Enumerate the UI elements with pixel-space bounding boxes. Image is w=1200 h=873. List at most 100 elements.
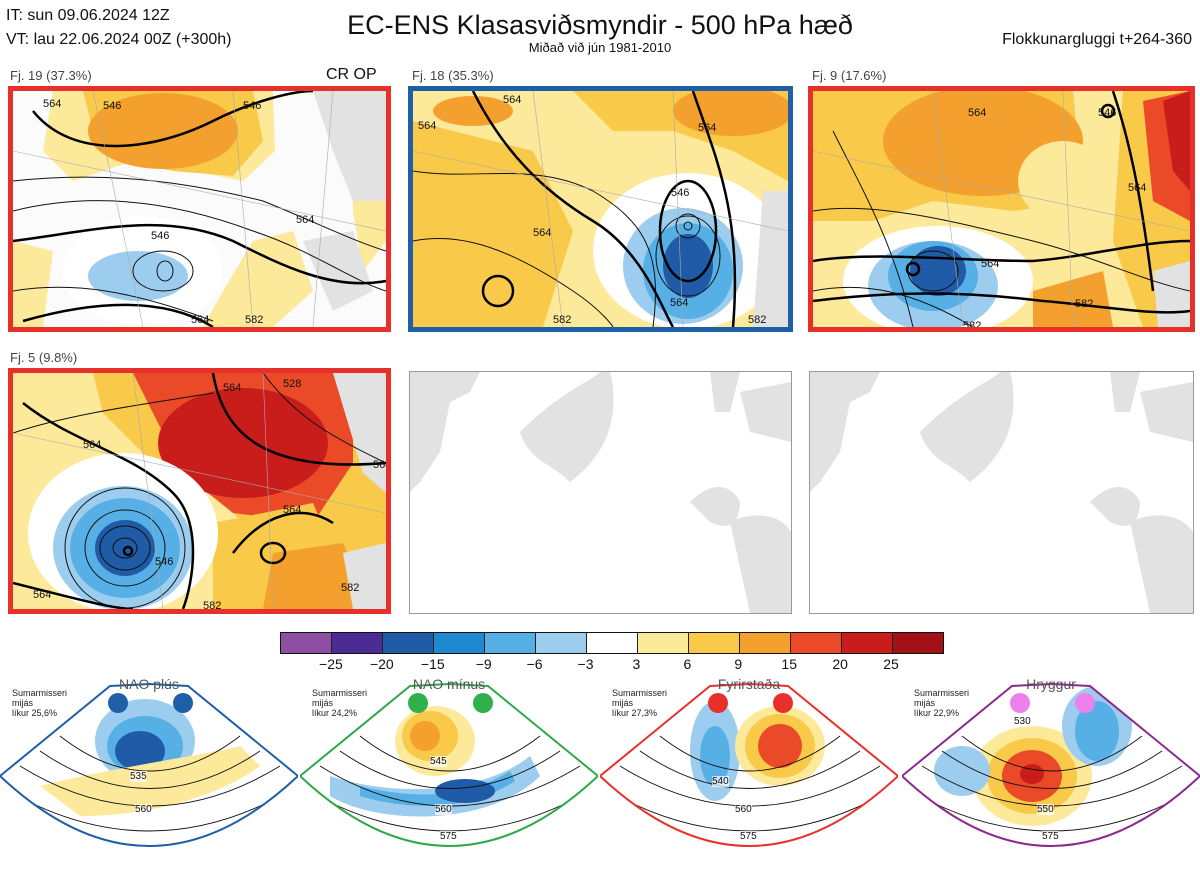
classification-window: Flokkunargluggi t+264-360 bbox=[1002, 31, 1192, 48]
contour-label: 564 bbox=[1128, 182, 1146, 194]
anomaly-map: 546 546 546 564 564 564 582 bbox=[13, 91, 386, 327]
regime-name: Fyrirstaða bbox=[717, 676, 781, 692]
regime-marker-dot bbox=[773, 693, 793, 713]
regime-panel: 535 560 Sumarmisseri mijás líkur 25,6% NAO … bbox=[0, 676, 300, 868]
regime-fan-map bbox=[598, 682, 900, 847]
regime-panel: 545 560 575 Sumarmisseri mijás líkur 24,2% N… bbox=[298, 676, 600, 868]
panel-label: Fj. 18 (35.3%) bbox=[412, 68, 494, 83]
initial-time: IT: sun 09.06.2024 12Z bbox=[6, 7, 170, 24]
colorbar-tick-label: −9 bbox=[475, 656, 492, 672]
contour-label: 546 bbox=[103, 100, 121, 112]
contour-label: 575 bbox=[440, 831, 457, 842]
contour-label: 564 bbox=[296, 214, 314, 226]
colorbar-tick-label: 15 bbox=[781, 656, 797, 672]
empty-map-panel bbox=[809, 371, 1194, 614]
contour-label: 530 bbox=[1014, 716, 1031, 727]
contour-label: 564 bbox=[191, 314, 209, 326]
contour-label: 564 bbox=[503, 94, 521, 106]
colorbar-tick-label: 3 bbox=[632, 656, 641, 672]
colorbar-tick-label: 9 bbox=[734, 656, 743, 672]
panel-label: Fj. 19 (37.3%) bbox=[10, 68, 92, 83]
valid-time: VT: lau 22.06.2024 00Z (+300h) bbox=[6, 31, 232, 48]
panel-tag: CR OP bbox=[326, 66, 377, 83]
regime-season-text: Sumarmisseri mijás líkur 25,6% bbox=[12, 688, 68, 718]
colorbar-swatch bbox=[382, 633, 433, 653]
colorbar-swatch bbox=[586, 633, 637, 653]
colorbar-swatch bbox=[281, 633, 331, 653]
colorbar-swatch bbox=[331, 633, 382, 653]
regime-marker-dot bbox=[1075, 693, 1095, 713]
contour-label: 546 bbox=[151, 230, 169, 242]
anomaly-colorbar bbox=[280, 632, 944, 654]
blank-map bbox=[810, 372, 1193, 613]
contour-label: 560 bbox=[735, 804, 752, 815]
contour-label: 582 bbox=[748, 314, 766, 326]
regime-marker-dot bbox=[708, 693, 728, 713]
anomaly-map: 564 546 564 564 582 582 bbox=[813, 91, 1190, 327]
contour-label: 564 bbox=[670, 297, 688, 309]
regime-marker-dot bbox=[173, 693, 193, 713]
contour-label: 564 bbox=[43, 98, 61, 110]
contour-label: 528 bbox=[283, 378, 301, 390]
colorbar-tick-label: −20 bbox=[369, 656, 394, 672]
regime-panel: 540 560 575 Sumarmisseri mijás líkur 27,3% F… bbox=[598, 676, 900, 868]
contour-label: 575 bbox=[1042, 831, 1059, 842]
empty-map-panel bbox=[409, 371, 792, 614]
contour-label: 582 bbox=[1075, 298, 1093, 310]
contour-label: 564 bbox=[373, 459, 386, 471]
contour-label: 564 bbox=[533, 227, 551, 239]
contour-label: 582 bbox=[245, 314, 263, 326]
contour-label: 546 bbox=[243, 100, 261, 112]
regime-season-text: Sumarmisseri mijás líkur 22,9% bbox=[914, 688, 970, 718]
contour-label: 546 bbox=[671, 187, 689, 199]
colorbar-swatch bbox=[637, 633, 688, 653]
regime-fan-map bbox=[900, 682, 1200, 847]
contour-label: 560 bbox=[135, 804, 152, 815]
regime-fan-map bbox=[0, 682, 300, 847]
colorbar-tick-label: −25 bbox=[319, 656, 343, 672]
colorbar-swatch bbox=[739, 633, 790, 653]
regime-season-text: Sumarmisseri mijás líkur 27,3% bbox=[612, 688, 668, 718]
colorbar-swatch bbox=[433, 633, 484, 653]
regime-marker-dot bbox=[1010, 693, 1030, 713]
colorbar-swatch bbox=[535, 633, 586, 653]
colorbar-tick-label: 25 bbox=[883, 656, 899, 672]
colorbar-swatch bbox=[484, 633, 535, 653]
contour-label: 564 bbox=[418, 120, 436, 132]
regime-name: NAO plús bbox=[119, 676, 179, 692]
panel-label: Fj. 5 (9.8%) bbox=[10, 350, 78, 365]
cluster-map-panel: 546 546 546 564 564 564 582 bbox=[8, 86, 391, 332]
contour-label: 564 bbox=[223, 382, 241, 394]
colorbar-swatch bbox=[688, 633, 739, 653]
contour-label: 564 bbox=[968, 107, 986, 119]
colorbar-tick-label: −6 bbox=[526, 656, 543, 672]
contour-label: 545 bbox=[430, 756, 447, 767]
contour-label: 582 bbox=[341, 582, 359, 594]
colorbar-swatch bbox=[841, 633, 892, 653]
contour-label: 560 bbox=[435, 804, 452, 815]
page-title: EC-ENS Klasasviðsmyndir - 500 hPa hæð bbox=[347, 10, 853, 40]
contour-label: 564 bbox=[981, 258, 999, 270]
colorbar-tick-label: 20 bbox=[832, 656, 848, 672]
regime-panel: 530 550 575 Sumarmisseri mijás líkur 22,9% H… bbox=[900, 676, 1200, 868]
regime-marker-dot bbox=[408, 693, 428, 713]
contour-label: 550 bbox=[1037, 804, 1054, 815]
colorbar-swatch bbox=[892, 633, 943, 653]
contour-label: 546 bbox=[155, 556, 173, 568]
anomaly-map: 564 564 564 546 564 564 582 582 bbox=[413, 91, 788, 327]
cluster-map-panel: 564 546 564 564 582 582 bbox=[808, 86, 1195, 332]
contour-label: 582 bbox=[963, 320, 981, 327]
anomaly-map: 564 528 564 564 546 564 564 582 582 bbox=[13, 373, 386, 609]
regime-name: Hryggur bbox=[1026, 676, 1076, 692]
regime-name: NAO mínus bbox=[412, 676, 486, 692]
contour-label: 540 bbox=[712, 776, 729, 787]
contour-label: 535 bbox=[130, 771, 147, 782]
contour-label: 564 bbox=[83, 439, 101, 451]
contour-label: 582 bbox=[203, 600, 221, 609]
contour-label: 564 bbox=[698, 122, 716, 134]
cluster-map-panel: 564 528 564 564 546 564 564 582 582 bbox=[8, 368, 391, 614]
colorbar-tick-label: −3 bbox=[577, 656, 594, 672]
page-subtitle: Miðað við jún 1981-2010 bbox=[528, 40, 672, 55]
regime-season-text: Sumarmisseri mijás líkur 24,2% bbox=[312, 688, 368, 718]
regime-marker-dot bbox=[473, 693, 493, 713]
